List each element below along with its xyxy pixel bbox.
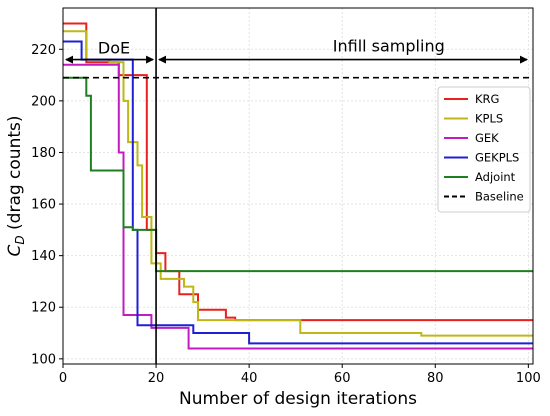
infill-label: Infill sampling [333, 37, 445, 56]
y-tick-label: 220 [31, 43, 56, 58]
y-axis-label-rest: (drag counts) [5, 115, 25, 235]
y-axis-label-main: C [5, 245, 25, 257]
x-axis-label: Number of design iterations [179, 389, 417, 409]
x-tick-label: 80 [427, 371, 444, 386]
x-tick-label: 40 [241, 371, 258, 386]
axis-ticks: 0 20 40 60 80 100 100 120 140 160 180 200 220 [31, 43, 541, 386]
x-tick-label: 60 [334, 371, 351, 386]
legend-label-gekpls: GEKPLS [475, 151, 519, 165]
y-tick-label: 160 [31, 198, 56, 213]
legend-label-krg: KRG [475, 92, 499, 106]
y-tick-label: 120 [31, 301, 56, 316]
x-tick-label: 20 [148, 371, 165, 386]
legend: KRG KPLS GEK GEKPLS Adjoint Baseline [437, 86, 531, 213]
x-tick-label: 0 [59, 371, 67, 386]
legend-label-adjoint: Adjoint [475, 170, 516, 184]
y-axis-label-sub: D [13, 235, 27, 244]
legend-label-baseline: Baseline [475, 190, 524, 204]
y-tick-label: 180 [31, 146, 56, 161]
legend-label-gek: GEK [475, 131, 499, 145]
y-tick-label: 100 [31, 352, 56, 367]
y-tick-label: 200 [31, 94, 56, 109]
x-tick-label: 100 [516, 371, 541, 386]
plot-frame [62, 7, 534, 365]
y-axis-label: CD (drag counts) [5, 115, 27, 256]
legend-label-kpls: KPLS [475, 112, 503, 126]
annotations: DoE Infill sampling [65, 8, 528, 364]
doe-label: DoE [98, 39, 130, 58]
y-tick-label: 140 [31, 249, 56, 264]
